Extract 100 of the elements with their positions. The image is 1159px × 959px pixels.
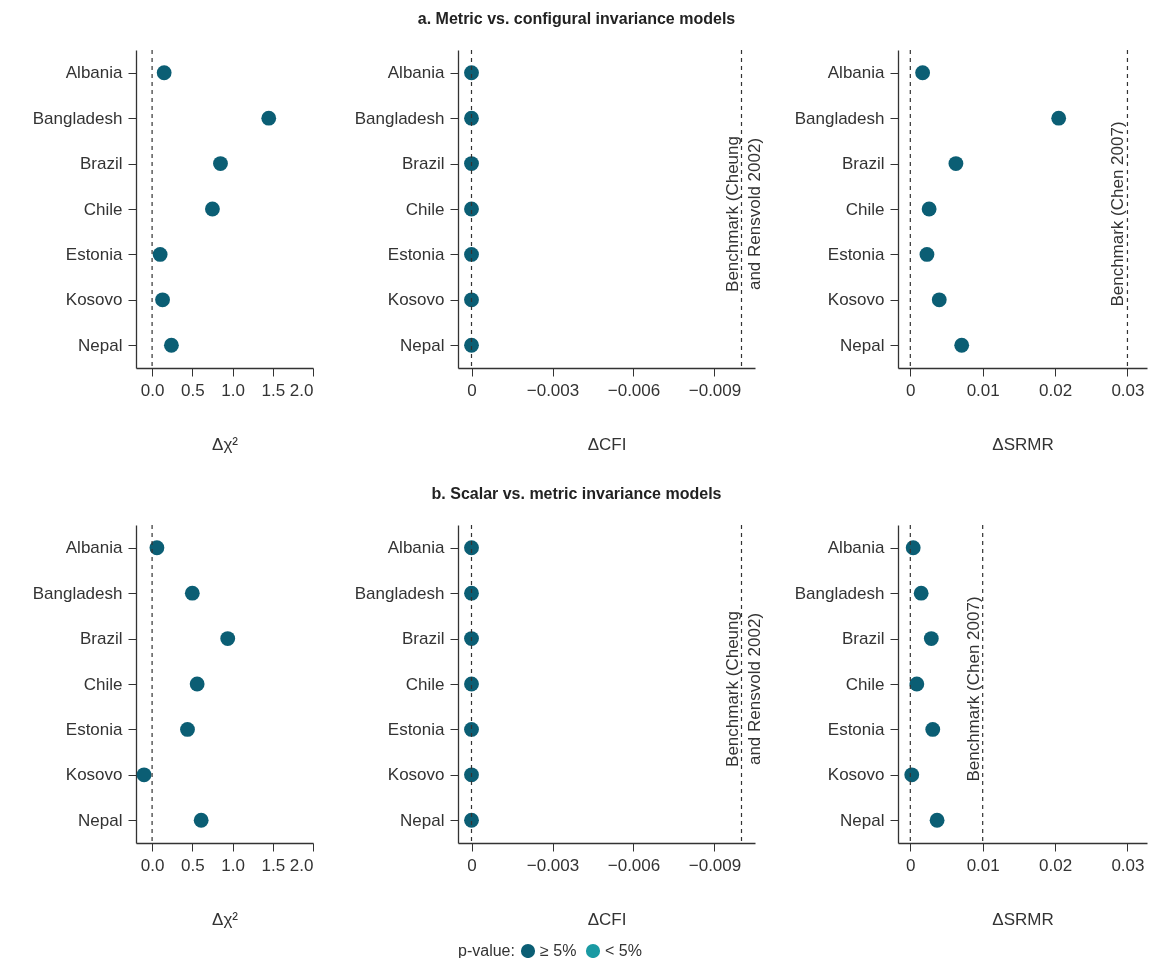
y-tick-label: Bangladesh (32, 108, 123, 128)
x-tick-label: −0.009 (688, 380, 742, 400)
point (205, 201, 220, 217)
point (904, 767, 920, 783)
x-axis-title: Δχ² (212, 909, 239, 929)
x-tick-label: −0.009 (688, 855, 742, 875)
x-tick-label: 2.0 (289, 855, 314, 875)
y-tick-label: Kosovo (387, 290, 445, 310)
point (163, 337, 179, 353)
y-tick-label: Albania (827, 538, 886, 558)
x-tick-label: 0.0 (140, 855, 165, 875)
x-axis-title: ΔSRMR (992, 434, 1054, 454)
x-tick-label: 0.5 (181, 380, 205, 400)
y-tick-label: Kosovo (65, 765, 123, 785)
legend-label: < 5% (605, 942, 642, 959)
x-axis-title: Δχ² (212, 434, 239, 454)
point (905, 540, 921, 556)
chart-title: a. Metric vs. configural invariance models (417, 10, 736, 28)
y-tick-label: Brazil (79, 154, 123, 174)
y-tick-label: Chile (83, 199, 123, 219)
point (954, 337, 970, 353)
y-tick-label: Estonia (827, 244, 886, 264)
point (180, 722, 195, 737)
x-tick-label: 0.02 (1039, 380, 1073, 400)
x-tick-label: 0.5 (181, 855, 205, 875)
x-tick-label: −0.006 (607, 855, 661, 875)
point (923, 631, 939, 646)
point (193, 812, 209, 828)
y-tick-label: Estonia (387, 719, 446, 739)
y-tick-label: Albania (65, 538, 124, 558)
y-tick-label: Kosovo (65, 290, 123, 310)
x-tick-label: 0 (467, 855, 477, 875)
x-tick-label: 1.5 (261, 380, 286, 400)
x-tick-label: 0.01 (966, 855, 1000, 875)
x-tick-label: 0.01 (966, 380, 1000, 400)
y-tick-label: Albania (827, 63, 886, 83)
y-tick-label: Estonia (65, 244, 124, 264)
x-tick-label: 1.0 (221, 380, 245, 400)
point (913, 585, 929, 601)
y-tick-label: Estonia (387, 244, 446, 264)
y-tick-label: Kosovo (827, 765, 885, 785)
y-tick-label: Brazil (79, 629, 123, 649)
x-tick-label: 0.0 (140, 380, 165, 400)
point (156, 65, 172, 81)
y-tick-label: Bangladesh (354, 108, 445, 128)
y-tick-label: Nepal (840, 810, 885, 830)
point (919, 247, 935, 262)
point (915, 65, 931, 81)
x-tick-label: −0.006 (607, 380, 661, 400)
x-tick-label: 1.5 (261, 855, 286, 875)
y-tick-label: Chile (845, 674, 885, 694)
x-tick-label: 0.02 (1039, 855, 1073, 875)
point (213, 156, 228, 171)
y-tick-label: Albania (387, 538, 446, 558)
y-tick-label: Brazil (401, 154, 445, 174)
point (929, 812, 945, 828)
x-tick-label: 1.0 (221, 855, 245, 875)
y-tick-label: Albania (387, 63, 446, 83)
x-tick-label: 0.03 (1111, 855, 1145, 875)
y-tick-label: Nepal (78, 810, 123, 830)
x-axis-title: ΔCFI (587, 434, 627, 454)
y-tick-label: Estonia (65, 719, 124, 739)
legend-label: ≥ 5% (540, 942, 577, 959)
y-tick-label: Chile (845, 199, 885, 219)
chart-title: b. Scalar vs. metric invariance models (431, 485, 722, 503)
y-tick-label: Nepal (400, 810, 445, 830)
y-tick-label: Chile (405, 199, 445, 219)
x-axis-title: ΔCFI (587, 909, 627, 929)
x-tick-label: −0.003 (526, 380, 580, 400)
y-tick-label: Chile (405, 674, 445, 694)
point (909, 676, 925, 692)
y-tick-label: Nepal (840, 335, 885, 355)
y-tick-label: Bangladesh (794, 583, 885, 603)
x-tick-label: 2.0 (289, 380, 314, 400)
point (220, 631, 236, 646)
point (931, 292, 947, 308)
ref-line-label: Benchmark (Cheung and Rensvold 2002) (722, 611, 764, 767)
y-tick-label: Brazil (841, 629, 885, 649)
y-tick-label: Bangladesh (354, 583, 445, 603)
x-tick-label: −0.003 (526, 855, 580, 875)
x-tick-label: 0 (906, 380, 916, 400)
y-tick-label: Estonia (827, 719, 886, 739)
y-tick-label: Chile (83, 674, 123, 694)
ref-line-label: Benchmark (Chen 2007) (963, 596, 983, 782)
point (136, 767, 152, 783)
point (948, 156, 964, 171)
point (155, 292, 170, 308)
y-tick-label: Brazil (841, 154, 885, 174)
point (261, 110, 277, 126)
y-tick-label: Bangladesh (794, 108, 885, 128)
point (184, 585, 200, 601)
y-tick-label: Kosovo (827, 290, 885, 310)
point (921, 201, 937, 217)
point (1051, 110, 1067, 126)
y-tick-label: Kosovo (387, 765, 445, 785)
y-tick-label: Nepal (400, 335, 445, 355)
y-tick-label: Nepal (78, 335, 123, 355)
x-tick-label: 0 (467, 380, 477, 400)
y-tick-label: Albania (65, 63, 124, 83)
x-tick-label: 0 (906, 855, 916, 875)
